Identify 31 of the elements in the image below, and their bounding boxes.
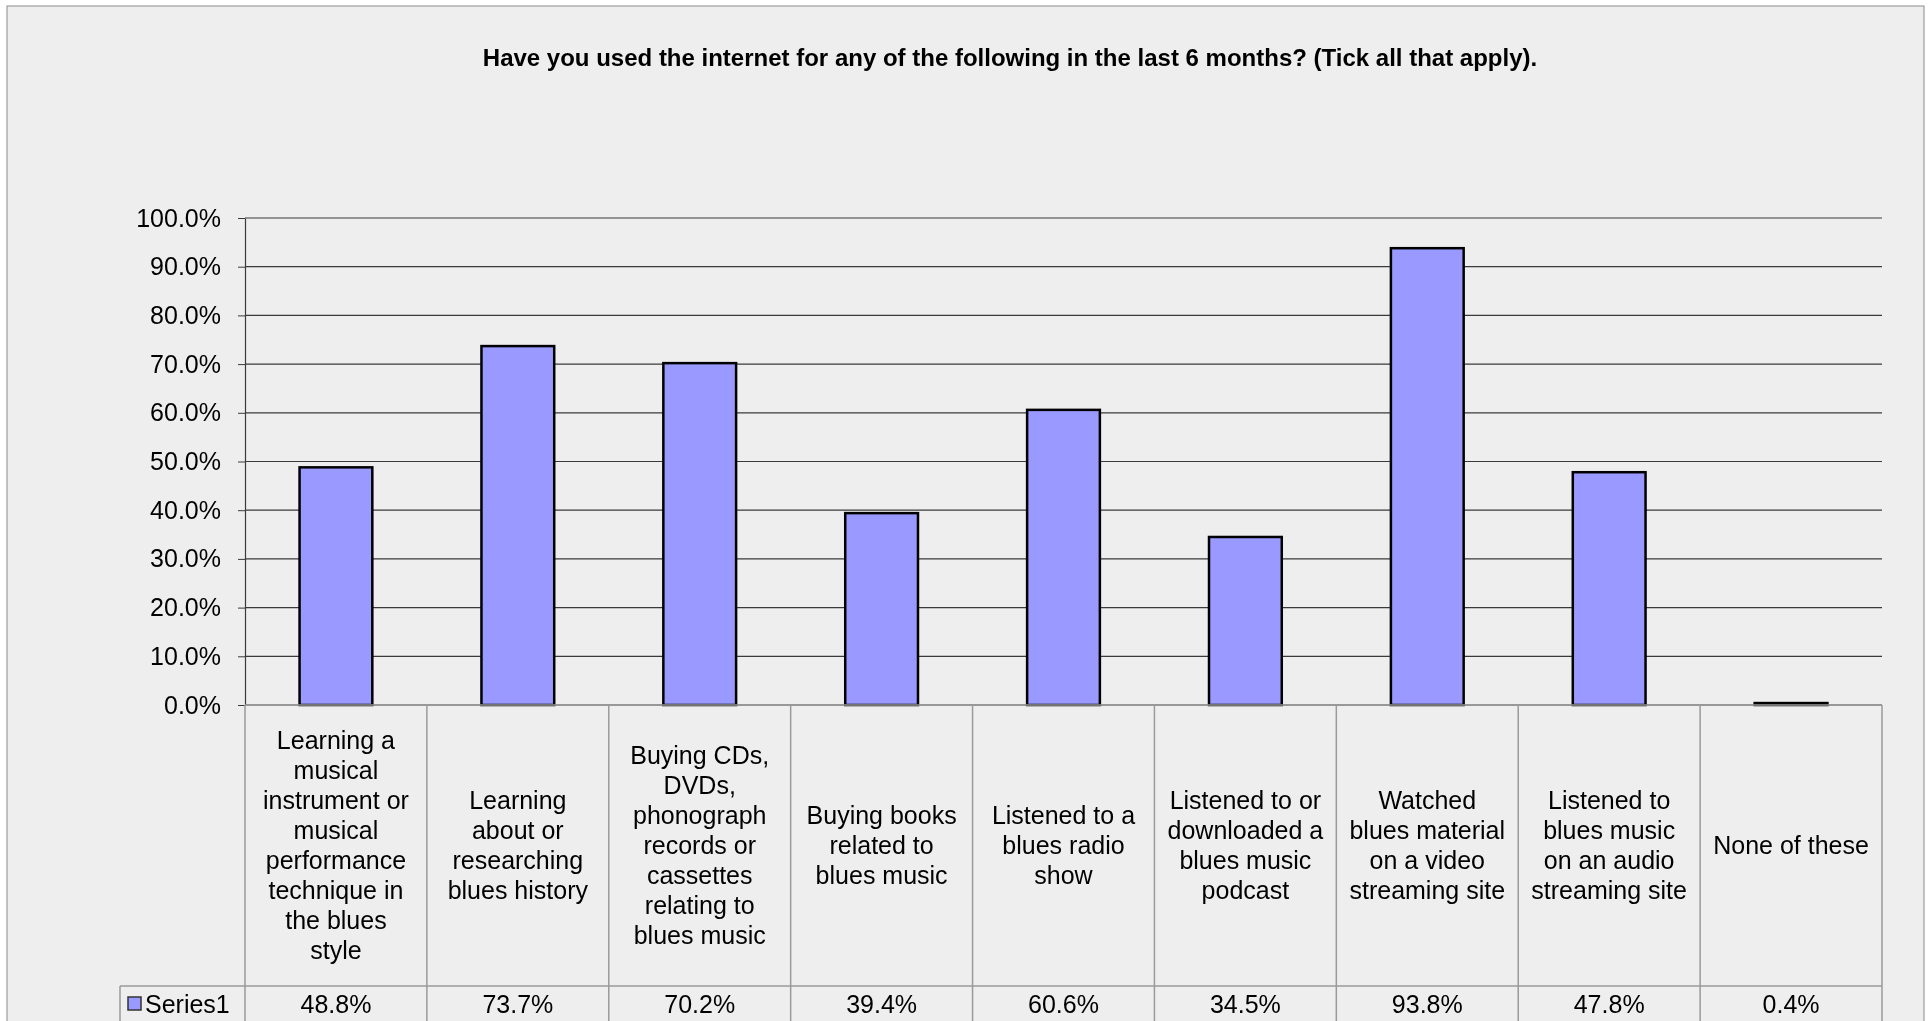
- x-tick-label: Listened to blues music on an audio streaming site: [1531, 786, 1687, 905]
- data-label: 70.2%: [664, 989, 736, 1018]
- data-label: 60.6%: [1028, 989, 1099, 1018]
- x-tick-label: None of these: [1713, 831, 1869, 860]
- y-tick-label: 10.0%: [150, 641, 221, 670]
- y-tick-label: 20.0%: [150, 593, 221, 622]
- y-tick-label: 50.0%: [150, 447, 221, 475]
- x-tick-label: Learning a musical instrument or musical performance technique in the blues style: [263, 726, 409, 965]
- y-tick-label: 60.0%: [150, 398, 221, 427]
- x-tick-label: Listened to a blues radio show: [991, 801, 1136, 890]
- data-label: 48.8%: [300, 989, 372, 1018]
- y-tick-label: 40.0%: [150, 495, 221, 524]
- x-tick-label: Learning about or researching blues history: [447, 786, 589, 905]
- x-tick-label: Buying books related to blues music: [806, 801, 957, 890]
- x-tick-label: Watched blues material on a video streaming site: [1349, 786, 1506, 905]
- data-label: 73.7%: [482, 989, 554, 1018]
- chart-title: Have you used the internet for any of the following in the last 6 months? (Tick all that apply).: [482, 44, 1538, 71]
- y-tick-label: 30.0%: [150, 544, 221, 573]
- x-tick-label: Listened to or downloaded a blues music podcast: [1167, 786, 1324, 905]
- y-tick-label: 100.0%: [136, 203, 221, 232]
- x-tick-label: Buying CDs, DVDs, phonograph records or cassettes relating to blues music: [630, 741, 770, 950]
- y-tick-label: 90.0%: [150, 252, 221, 281]
- y-tick-label: 0.0%: [164, 690, 221, 719]
- data-label: 93.8%: [1391, 989, 1463, 1018]
- data-label: 34.5%: [1209, 989, 1281, 1018]
- data-label: 39.4%: [846, 989, 918, 1018]
- data-label: 0.4%: [1762, 989, 1820, 1018]
- legend-label: Series1: [145, 989, 230, 1018]
- y-tick-label: 70.0%: [150, 349, 221, 378]
- y-tick-label: 80.0%: [150, 300, 221, 329]
- data-label: 47.8%: [1573, 989, 1645, 1018]
